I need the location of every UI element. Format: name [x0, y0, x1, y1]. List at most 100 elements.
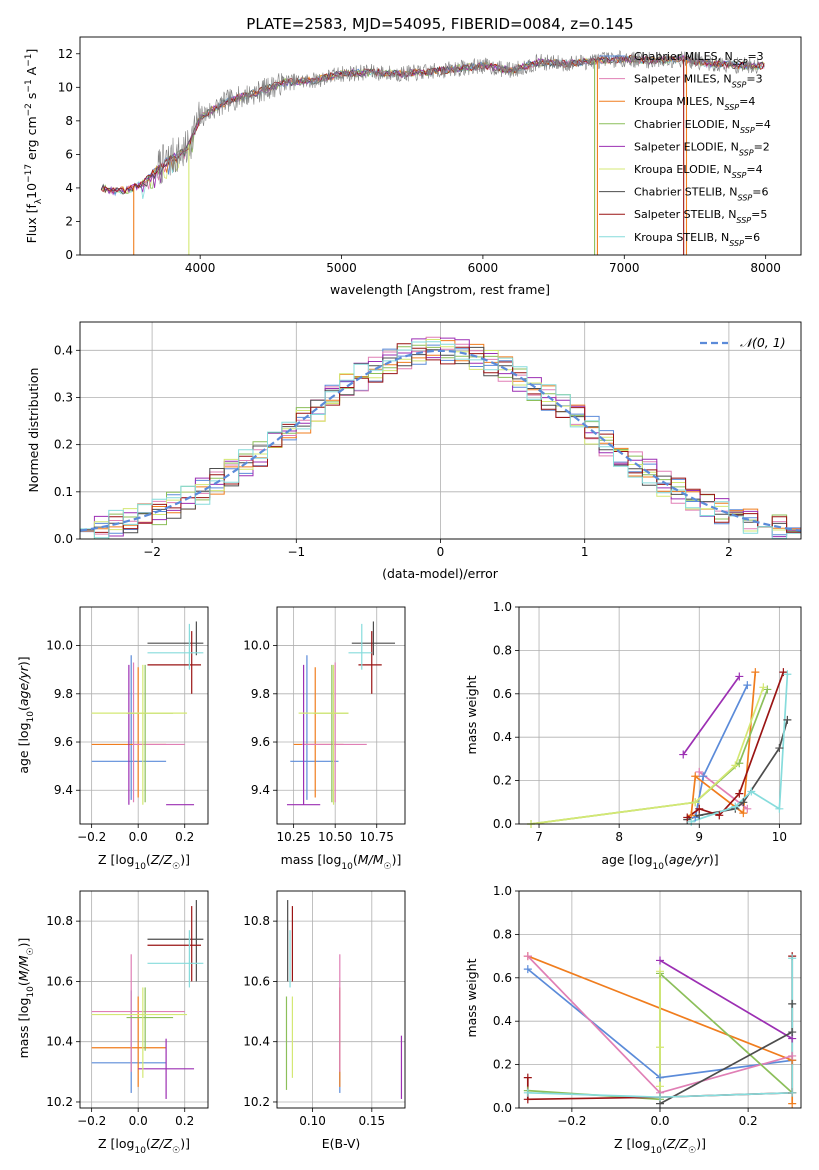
weight-marker-c8 [775, 804, 784, 813]
label-part: s [24, 93, 39, 104]
tick-label-y: 10.8 [243, 914, 270, 928]
tick-label-x: 0.0 [129, 830, 148, 844]
weight-vs-Z-x-axis-label: Z [log10(Z/Z☉)] [614, 1136, 706, 1156]
label-part: Flux [f [24, 204, 39, 244]
label-part: 10 [26, 986, 36, 998]
weight-line-c8 [527, 958, 794, 1099]
tick-label-y: 9.4 [251, 783, 270, 797]
legend-subscript: SSP [740, 125, 755, 134]
legend-text: Salpeter ELODIE, N [634, 140, 739, 153]
weight-marker-c7 [683, 813, 692, 822]
label-part: ☉ [688, 1146, 696, 1156]
weight-marker-c8 [656, 1093, 664, 1102]
weight-marker-c2 [788, 1051, 797, 1060]
tick-label-x: 8 [615, 830, 623, 844]
tick-label-y: 10.6 [243, 974, 270, 988]
tick-label-x: 0.2 [175, 830, 194, 844]
mass_vs_ebv-axes: 0.10 0.15 10.2 10.4 10.6 10.8 [243, 891, 405, 1128]
tick-label-y: 10.0 [46, 639, 73, 653]
age-vs-Z-x-axis-label: Z [log10(Z/Z☉)] [98, 852, 190, 872]
tick-label-x: 10.75 [360, 830, 394, 844]
weight-line-c4 [682, 675, 740, 756]
tick-label-x: 9 [695, 830, 703, 844]
weight-marker-c2 [523, 952, 532, 961]
weight-marker-c2 [743, 804, 752, 813]
age_vs_Z-axes: −0.2 0.0 0.2 9.4 9.6 9.8 10.0 [46, 607, 208, 844]
label-part: age [log [16, 722, 31, 773]
tick-label-y: 0.6 [493, 687, 512, 701]
legend-text: =3 [746, 73, 762, 86]
legend-subscript: SSP [739, 148, 754, 157]
legend-subscript: SSP [724, 103, 739, 112]
tick-label-y: 1.0 [493, 600, 512, 614]
weight-marker-c7 [695, 804, 704, 813]
label-part: age/yr [669, 852, 710, 867]
weight-marker-c5 [731, 761, 740, 770]
legend-label-c6: Chabrier STELIB, NSSP=6 [634, 186, 768, 203]
legend-text: Salpeter MILES, N [634, 73, 732, 86]
weight-line-c4 [659, 959, 793, 1040]
label-part: )] [16, 938, 31, 948]
label-part: M/M [358, 852, 384, 867]
weight-marker-c5 [759, 683, 768, 692]
spectrum-y-axis-label: Flux [fλ10−17 erg cm−2 s−1 A−1] [24, 49, 44, 244]
legend-label-c2: Salpeter MILES, NSSP=3 [634, 73, 763, 90]
tick-label-y: 10.4 [46, 1035, 73, 1049]
label-part: ☉ [384, 862, 392, 872]
label-part: Z/Z [150, 852, 173, 867]
label-part: ( [16, 706, 31, 711]
weight-marker-c1 [751, 668, 760, 677]
spectrum-axes: 4000 5000 6000 7000 8000 0 2 4 6 8 10 12 [58, 47, 781, 275]
mass-vs-ebv-x-axis-label: E(B-V) [322, 1136, 361, 1151]
label-part: −1 [24, 54, 34, 67]
tick-label-y: 2 [65, 214, 73, 228]
weight-line-c5 [530, 687, 765, 824]
label-part: age [log [601, 852, 652, 867]
tick-label-y: 0.4 [493, 730, 512, 744]
legend-label-c1: Kroupa MILES, NSSP=4 [634, 95, 755, 112]
legend-text: Salpeter STELIB, N [634, 208, 736, 221]
weight-marker-c0 [691, 813, 700, 822]
tick-label-y: 0.0 [493, 1101, 512, 1115]
legend-text: Chabrier MILES, N [634, 50, 733, 63]
tick-label-x: −2 [143, 545, 161, 559]
tick-label-x: 2 [725, 545, 733, 559]
tick-label-x: 8000 [750, 261, 781, 275]
legend-label-c5: Kroupa ELODIE, NSSP=4 [634, 163, 763, 180]
label-part: 10 [650, 1146, 662, 1156]
legend-text: =6 [752, 186, 768, 199]
weight-line-c6 [686, 719, 789, 821]
weight-marker-c4 [679, 750, 688, 759]
tick-label-y: 4 [65, 181, 73, 195]
weight-line-c8 [690, 674, 789, 823]
tick-label-x: −1 [287, 545, 305, 559]
legend-subscript: SSP [729, 238, 744, 247]
label-part: ( [146, 1136, 151, 1151]
observed-spectrum-line [157, 49, 759, 185]
residual-histogram-c8 [80, 341, 801, 539]
label-part: ( [16, 981, 31, 986]
label-part: ( [662, 1136, 667, 1151]
legend-text: Chabrier ELODIE, N [634, 118, 740, 131]
tick-label-x: 5000 [326, 261, 357, 275]
tick-label-y: 0.6 [493, 971, 512, 985]
tick-label-y: 10.2 [243, 1095, 270, 1109]
label-part: )] [16, 656, 31, 666]
legend-text: Kroupa STELIB, N [634, 231, 729, 244]
figure-title: PLATE=2583, MJD=54095, FIBERID=0084, z=0… [246, 15, 633, 33]
legend-text: Kroupa MILES, N [634, 95, 724, 108]
weight-marker-c8 [783, 670, 792, 679]
tick-label-x: −0.2 [77, 830, 106, 844]
tick-label-x: 0.10 [299, 1114, 326, 1128]
tick-label-y: 10 [58, 80, 73, 94]
residual-x-axis-label: (data-model)/error [382, 566, 499, 581]
tick-label-x: 0.15 [358, 1114, 385, 1128]
label-part: )] [180, 1136, 190, 1151]
tick-label-x: 0.0 [129, 1114, 148, 1128]
residuals-frame [79, 321, 802, 540]
age_vs_Z-frame [79, 606, 209, 825]
weight-marker-c8 [747, 787, 756, 796]
tick-label-y: 0.2 [54, 438, 73, 452]
tick-label-y: 9.8 [54, 687, 73, 701]
label-part: )] [696, 1136, 706, 1151]
